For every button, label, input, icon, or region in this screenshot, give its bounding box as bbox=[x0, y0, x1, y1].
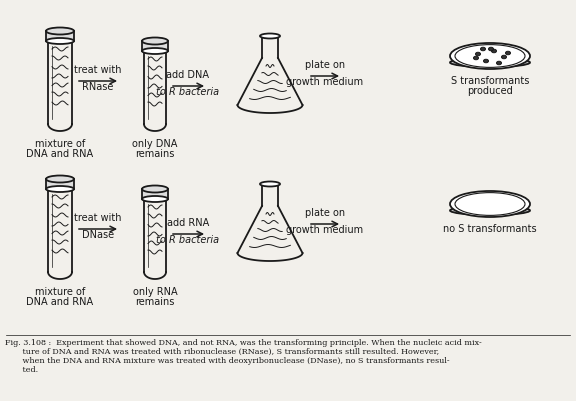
Text: mixture of: mixture of bbox=[35, 287, 85, 297]
Text: Fig. 3.108 :  Experiment that showed DNA, and not RNA, was the transforming prin: Fig. 3.108 : Experiment that showed DNA,… bbox=[5, 339, 482, 347]
Ellipse shape bbox=[450, 206, 530, 215]
Text: plate on: plate on bbox=[305, 208, 345, 218]
Text: to R bacteria: to R bacteria bbox=[157, 235, 219, 245]
Text: only RNA: only RNA bbox=[132, 287, 177, 297]
Ellipse shape bbox=[46, 28, 74, 34]
Ellipse shape bbox=[142, 196, 168, 202]
Text: remains: remains bbox=[135, 297, 175, 307]
Text: DNA and RNA: DNA and RNA bbox=[26, 149, 93, 159]
Ellipse shape bbox=[502, 55, 506, 59]
Ellipse shape bbox=[142, 48, 168, 54]
Bar bbox=[142, 41, 168, 51]
Text: treat with: treat with bbox=[74, 65, 122, 75]
Text: plate on: plate on bbox=[305, 60, 345, 70]
Text: produced: produced bbox=[467, 86, 513, 96]
Ellipse shape bbox=[488, 47, 494, 51]
Text: S transformants: S transformants bbox=[451, 76, 529, 86]
Ellipse shape bbox=[142, 186, 168, 192]
Text: add DNA: add DNA bbox=[166, 70, 210, 80]
Text: DNA and RNA: DNA and RNA bbox=[26, 297, 93, 307]
Ellipse shape bbox=[260, 34, 280, 38]
Text: growth medium: growth medium bbox=[286, 77, 363, 87]
Text: when the DNA and RNA mixture was treated with deoxyribonuclease (DNase), no S tr: when the DNA and RNA mixture was treated… bbox=[5, 357, 450, 365]
Ellipse shape bbox=[142, 38, 168, 45]
Text: remains: remains bbox=[135, 149, 175, 159]
Ellipse shape bbox=[476, 52, 480, 56]
Ellipse shape bbox=[46, 186, 74, 192]
Ellipse shape bbox=[46, 176, 74, 182]
Text: ted.: ted. bbox=[5, 366, 38, 374]
Bar bbox=[46, 179, 74, 189]
Ellipse shape bbox=[491, 49, 497, 53]
Text: RNase: RNase bbox=[82, 82, 113, 92]
Ellipse shape bbox=[450, 58, 530, 67]
Ellipse shape bbox=[450, 43, 530, 69]
Ellipse shape bbox=[260, 182, 280, 186]
Text: growth medium: growth medium bbox=[286, 225, 363, 235]
Ellipse shape bbox=[473, 56, 479, 60]
Text: ture of DNA and RNA was treated with ribonuclease (RNase), S transformants still: ture of DNA and RNA was treated with rib… bbox=[5, 348, 439, 356]
Text: only DNA: only DNA bbox=[132, 139, 177, 149]
Text: no S transformants: no S transformants bbox=[443, 224, 537, 234]
Text: add RNA: add RNA bbox=[167, 218, 209, 228]
Bar bbox=[46, 31, 74, 41]
Ellipse shape bbox=[497, 61, 502, 65]
Bar bbox=[142, 189, 168, 199]
Text: to R bacteria: to R bacteria bbox=[157, 87, 219, 97]
Ellipse shape bbox=[506, 51, 510, 55]
Ellipse shape bbox=[450, 191, 530, 217]
Text: treat with: treat with bbox=[74, 213, 122, 223]
Text: DNase: DNase bbox=[82, 230, 114, 240]
Text: mixture of: mixture of bbox=[35, 139, 85, 149]
Ellipse shape bbox=[483, 59, 488, 63]
Ellipse shape bbox=[480, 47, 486, 51]
Ellipse shape bbox=[46, 38, 74, 44]
